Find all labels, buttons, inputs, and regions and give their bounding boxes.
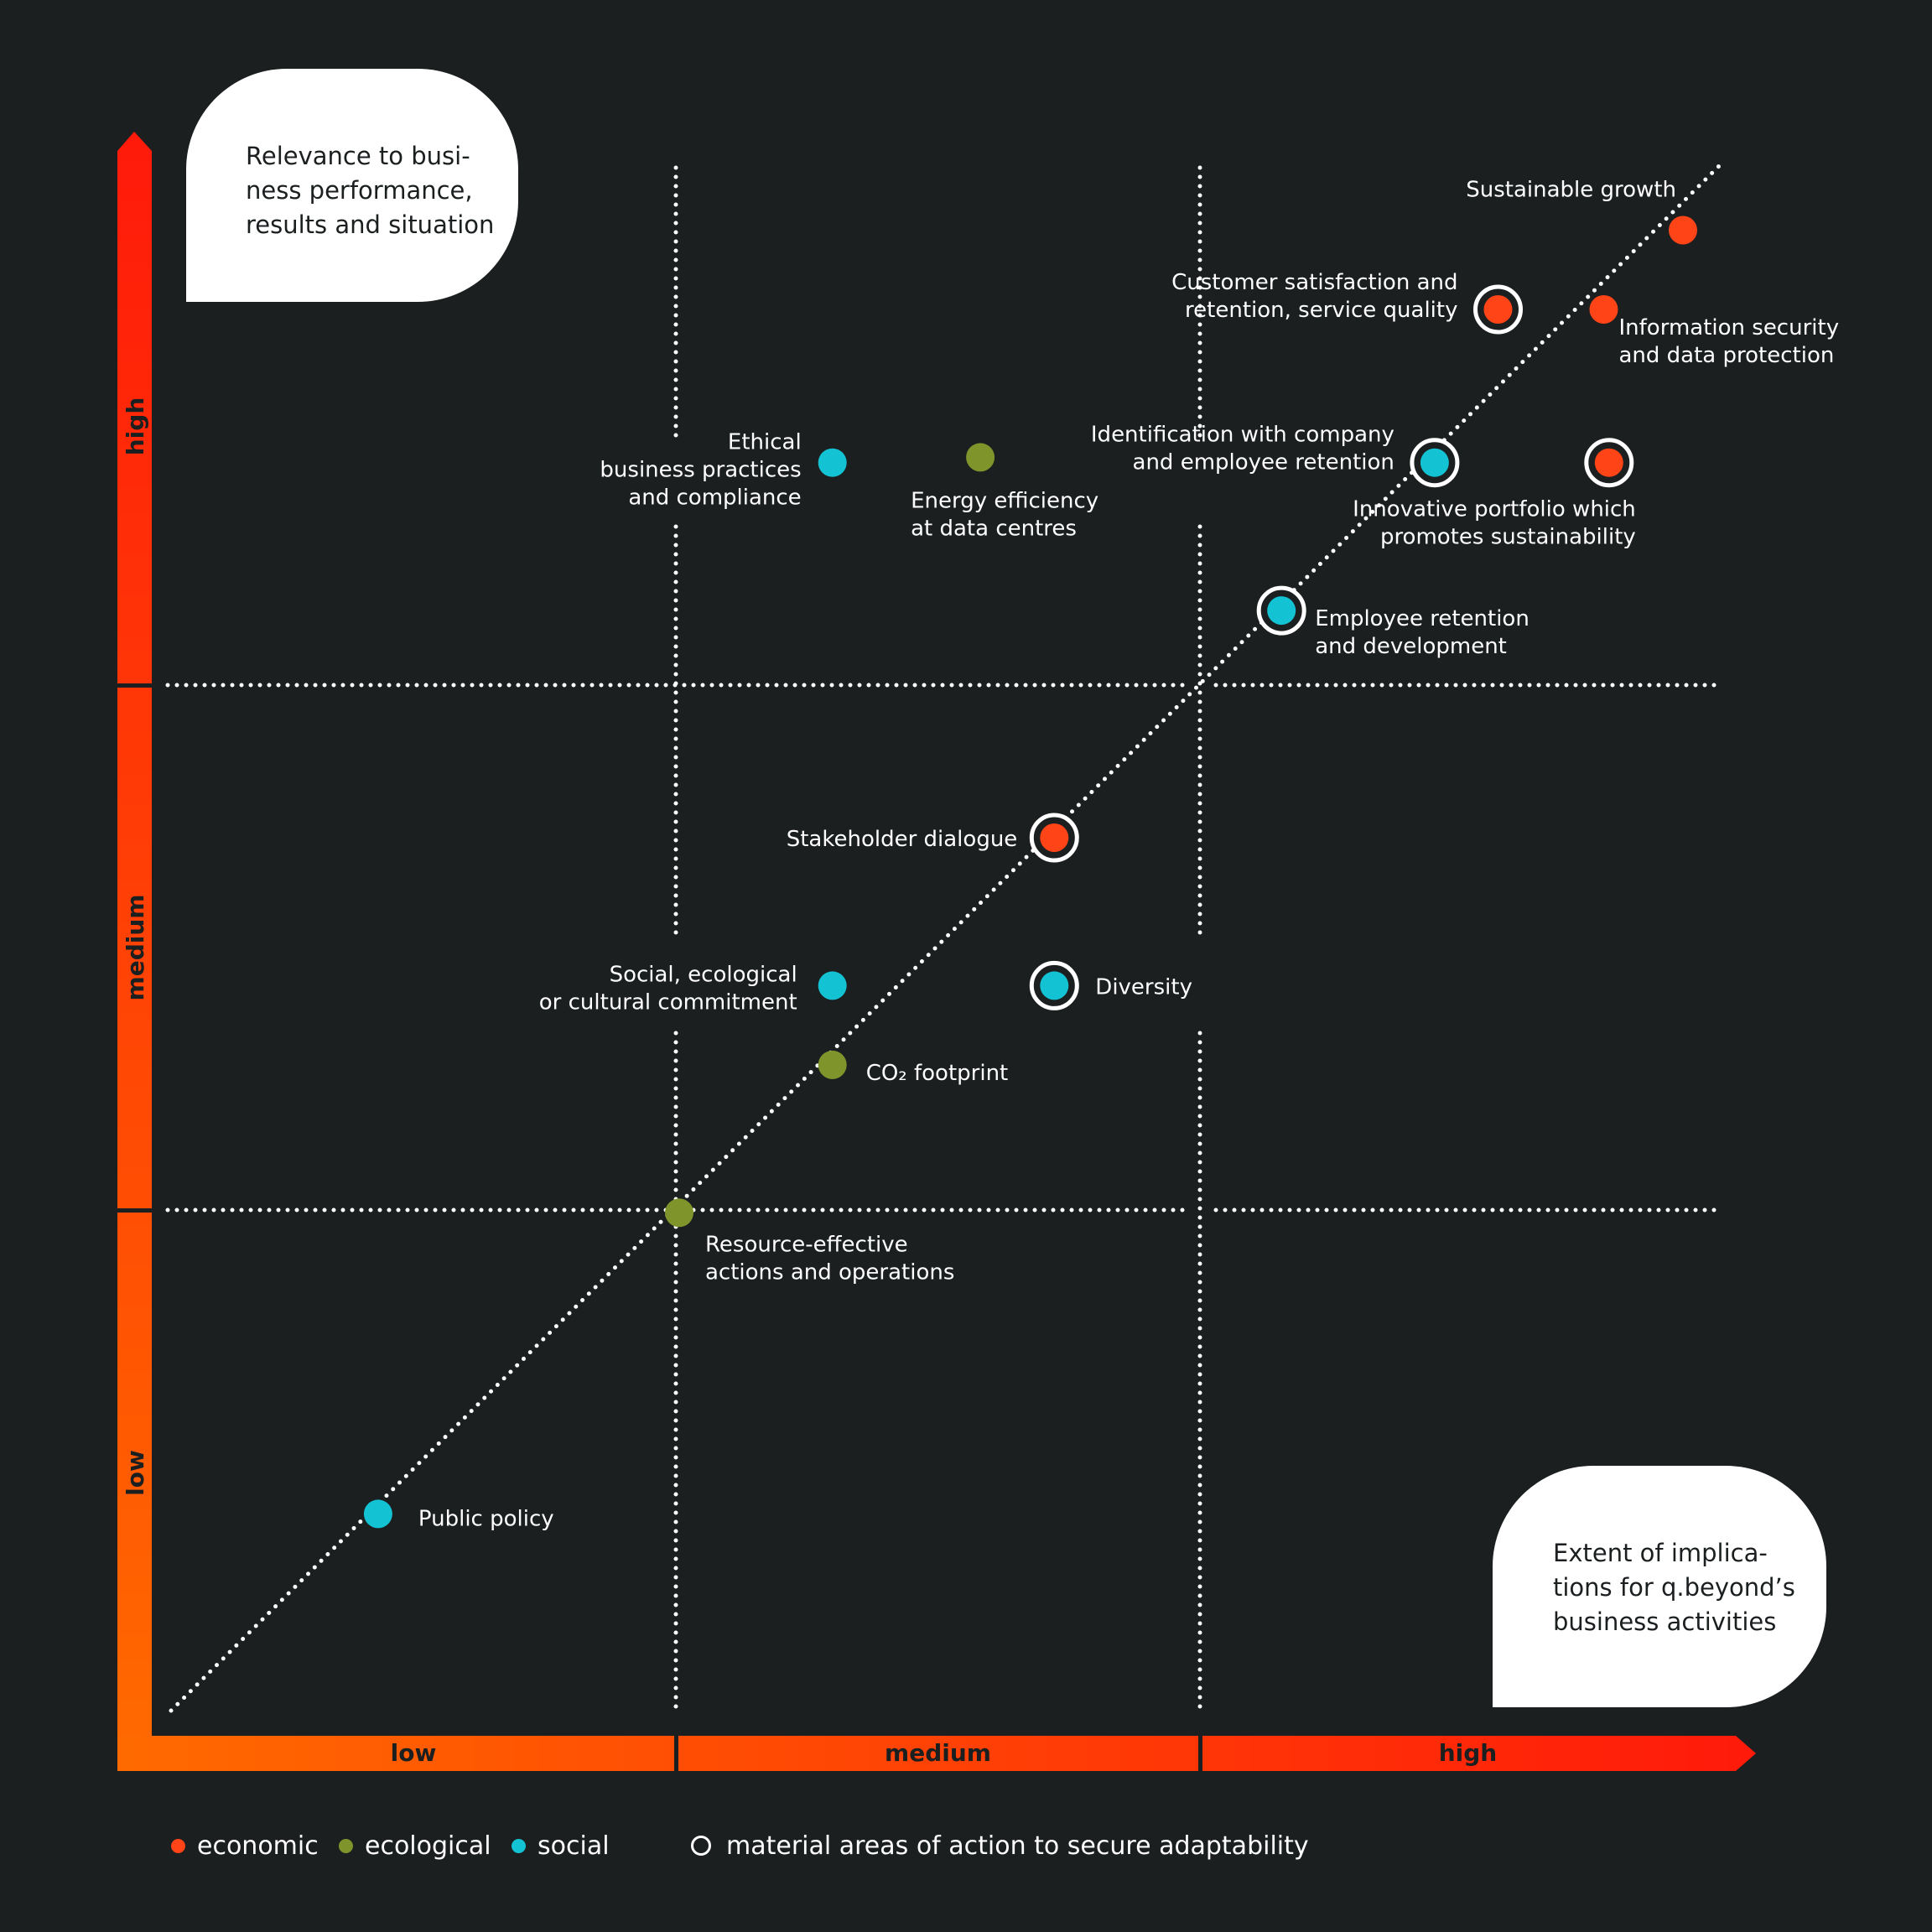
data-label-line: Social, ecological	[610, 962, 797, 987]
y-axis-arrow	[117, 132, 152, 1769]
x-axis-title-bubble: Extent of implica- tions for q.beyond’s …	[1493, 1466, 1826, 1707]
legend-social: social	[512, 1825, 610, 1867]
social-point	[818, 448, 847, 477]
data-label-line: Identification with company	[1091, 423, 1394, 448]
data-label: Public policy	[418, 1506, 554, 1531]
data-label-line: Sustainable growth	[1466, 178, 1676, 203]
y-axis-title-bubble: Relevance to busi- ness performance, res…	[186, 69, 518, 302]
data-label: Resource-effective actions and operations	[705, 1232, 954, 1285]
economic-dot-icon	[171, 1838, 185, 1853]
data-label-line: Innovative portfolio which	[1353, 497, 1636, 522]
x-axis-title-line: Extent of implica-	[1553, 1539, 1768, 1567]
data-label-line: Public policy	[418, 1506, 554, 1531]
economic-point	[1669, 216, 1697, 245]
data-label-line: promotes sustainability	[1380, 525, 1636, 550]
data-label-line: or cultural commitment	[539, 989, 797, 1015]
legend-ecological-label: ecological	[365, 1831, 491, 1861]
data-label: Customer satisfaction and retention, serv…	[1171, 270, 1457, 323]
data-label: Diversity	[1095, 974, 1192, 1000]
legend-material-label: material areas of action to secure adapt…	[726, 1831, 1309, 1861]
data-label: Social, ecological or cultural commitment	[539, 962, 797, 1015]
data-label: Information security and data protection	[1619, 315, 1840, 368]
economic-point	[1483, 295, 1513, 324]
y-tick-label: high	[122, 397, 149, 456]
data-label: Employee retention and development	[1315, 606, 1530, 659]
legend-material: material areas of action to secure adapt…	[691, 1825, 1309, 1867]
legend-ecological: ecological	[339, 1825, 491, 1867]
x-axis-title-line: tions for q.beyond’s	[1553, 1573, 1795, 1602]
social-dot-icon	[512, 1838, 526, 1853]
social-point	[1040, 971, 1069, 1000]
y-axis-separator	[117, 1208, 152, 1213]
ecological-dot-icon	[339, 1838, 353, 1853]
data-label-line: Stakeholder dialogue	[787, 827, 1018, 852]
grid-lines	[165, 162, 1723, 1718]
x-axis-arrow	[117, 1736, 1756, 1771]
axes: low medium high low medium high	[117, 132, 1756, 1771]
legend-social-label: social	[538, 1831, 610, 1861]
ecological-point	[818, 1050, 847, 1079]
x-tick-label: high	[1439, 1739, 1498, 1767]
y-axis-separator	[117, 683, 152, 688]
ecological-point	[665, 1198, 693, 1228]
material-ring-icon	[691, 1836, 711, 1856]
x-tick-label: low	[391, 1739, 437, 1767]
data-label-line: at data centres	[911, 516, 1077, 541]
data-label: Identification with company and employee …	[1091, 423, 1394, 475]
data-label: CO₂ footprint	[866, 1061, 1009, 1086]
data-label: Ethical business practices and compliance	[600, 430, 801, 511]
data-label: Sustainable growth	[1466, 178, 1676, 203]
social-point	[1420, 448, 1449, 477]
data-label-line: Customer satisfaction and	[1171, 270, 1457, 295]
y-tick-label: low	[122, 1450, 149, 1496]
economic-point	[1594, 448, 1623, 477]
social-point	[818, 971, 847, 1000]
data-label-line: Diversity	[1095, 974, 1192, 1000]
data-labels: Sustainable growth Customer satisfaction …	[418, 178, 1839, 1532]
y-axis-title-line: ness performance,	[246, 176, 473, 205]
data-label-line: and compliance	[628, 486, 801, 511]
y-axis-title-line: Relevance to busi-	[246, 142, 470, 170]
data-label-line: Resource-effective	[705, 1232, 908, 1257]
data-label-line: and data protection	[1619, 343, 1835, 368]
data-label: Energy efficiency at data centres	[911, 488, 1098, 541]
data-label-line: CO₂ footprint	[866, 1061, 1009, 1086]
data-label-line: actions and operations	[705, 1259, 954, 1285]
legend-economic: economic	[171, 1825, 319, 1867]
data-label-line: Information security	[1619, 315, 1840, 340]
data-label-line: and employee retention	[1133, 450, 1394, 475]
legend-economic-label: economic	[197, 1831, 319, 1861]
data-label-line: and development	[1315, 634, 1507, 659]
y-axis-title-line: results and situation	[246, 210, 495, 239]
data-label-line: business practices	[600, 458, 801, 483]
diagonal-reference-line	[169, 162, 1723, 1713]
data-points	[363, 216, 1697, 1529]
data-label: Innovative portfolio which promotes susta…	[1353, 497, 1636, 550]
x-tick-label: medium	[885, 1739, 991, 1767]
data-label-line: Employee retention	[1315, 606, 1530, 631]
economic-point	[1589, 295, 1618, 324]
economic-point	[1040, 823, 1069, 852]
data-label-line: Energy efficiency	[911, 488, 1098, 513]
social-point	[363, 1499, 392, 1529]
ecological-point	[966, 443, 995, 472]
x-axis-separator	[1198, 1736, 1202, 1771]
x-axis-title-line: business activities	[1553, 1607, 1777, 1636]
data-label-line: Ethical	[728, 430, 802, 455]
data-label-line: retention, service quality	[1185, 298, 1457, 323]
social-point	[1267, 596, 1296, 626]
y-tick-label: medium	[122, 895, 149, 1001]
data-label: Stakeholder dialogue	[787, 827, 1018, 852]
x-axis-separator	[674, 1736, 678, 1771]
